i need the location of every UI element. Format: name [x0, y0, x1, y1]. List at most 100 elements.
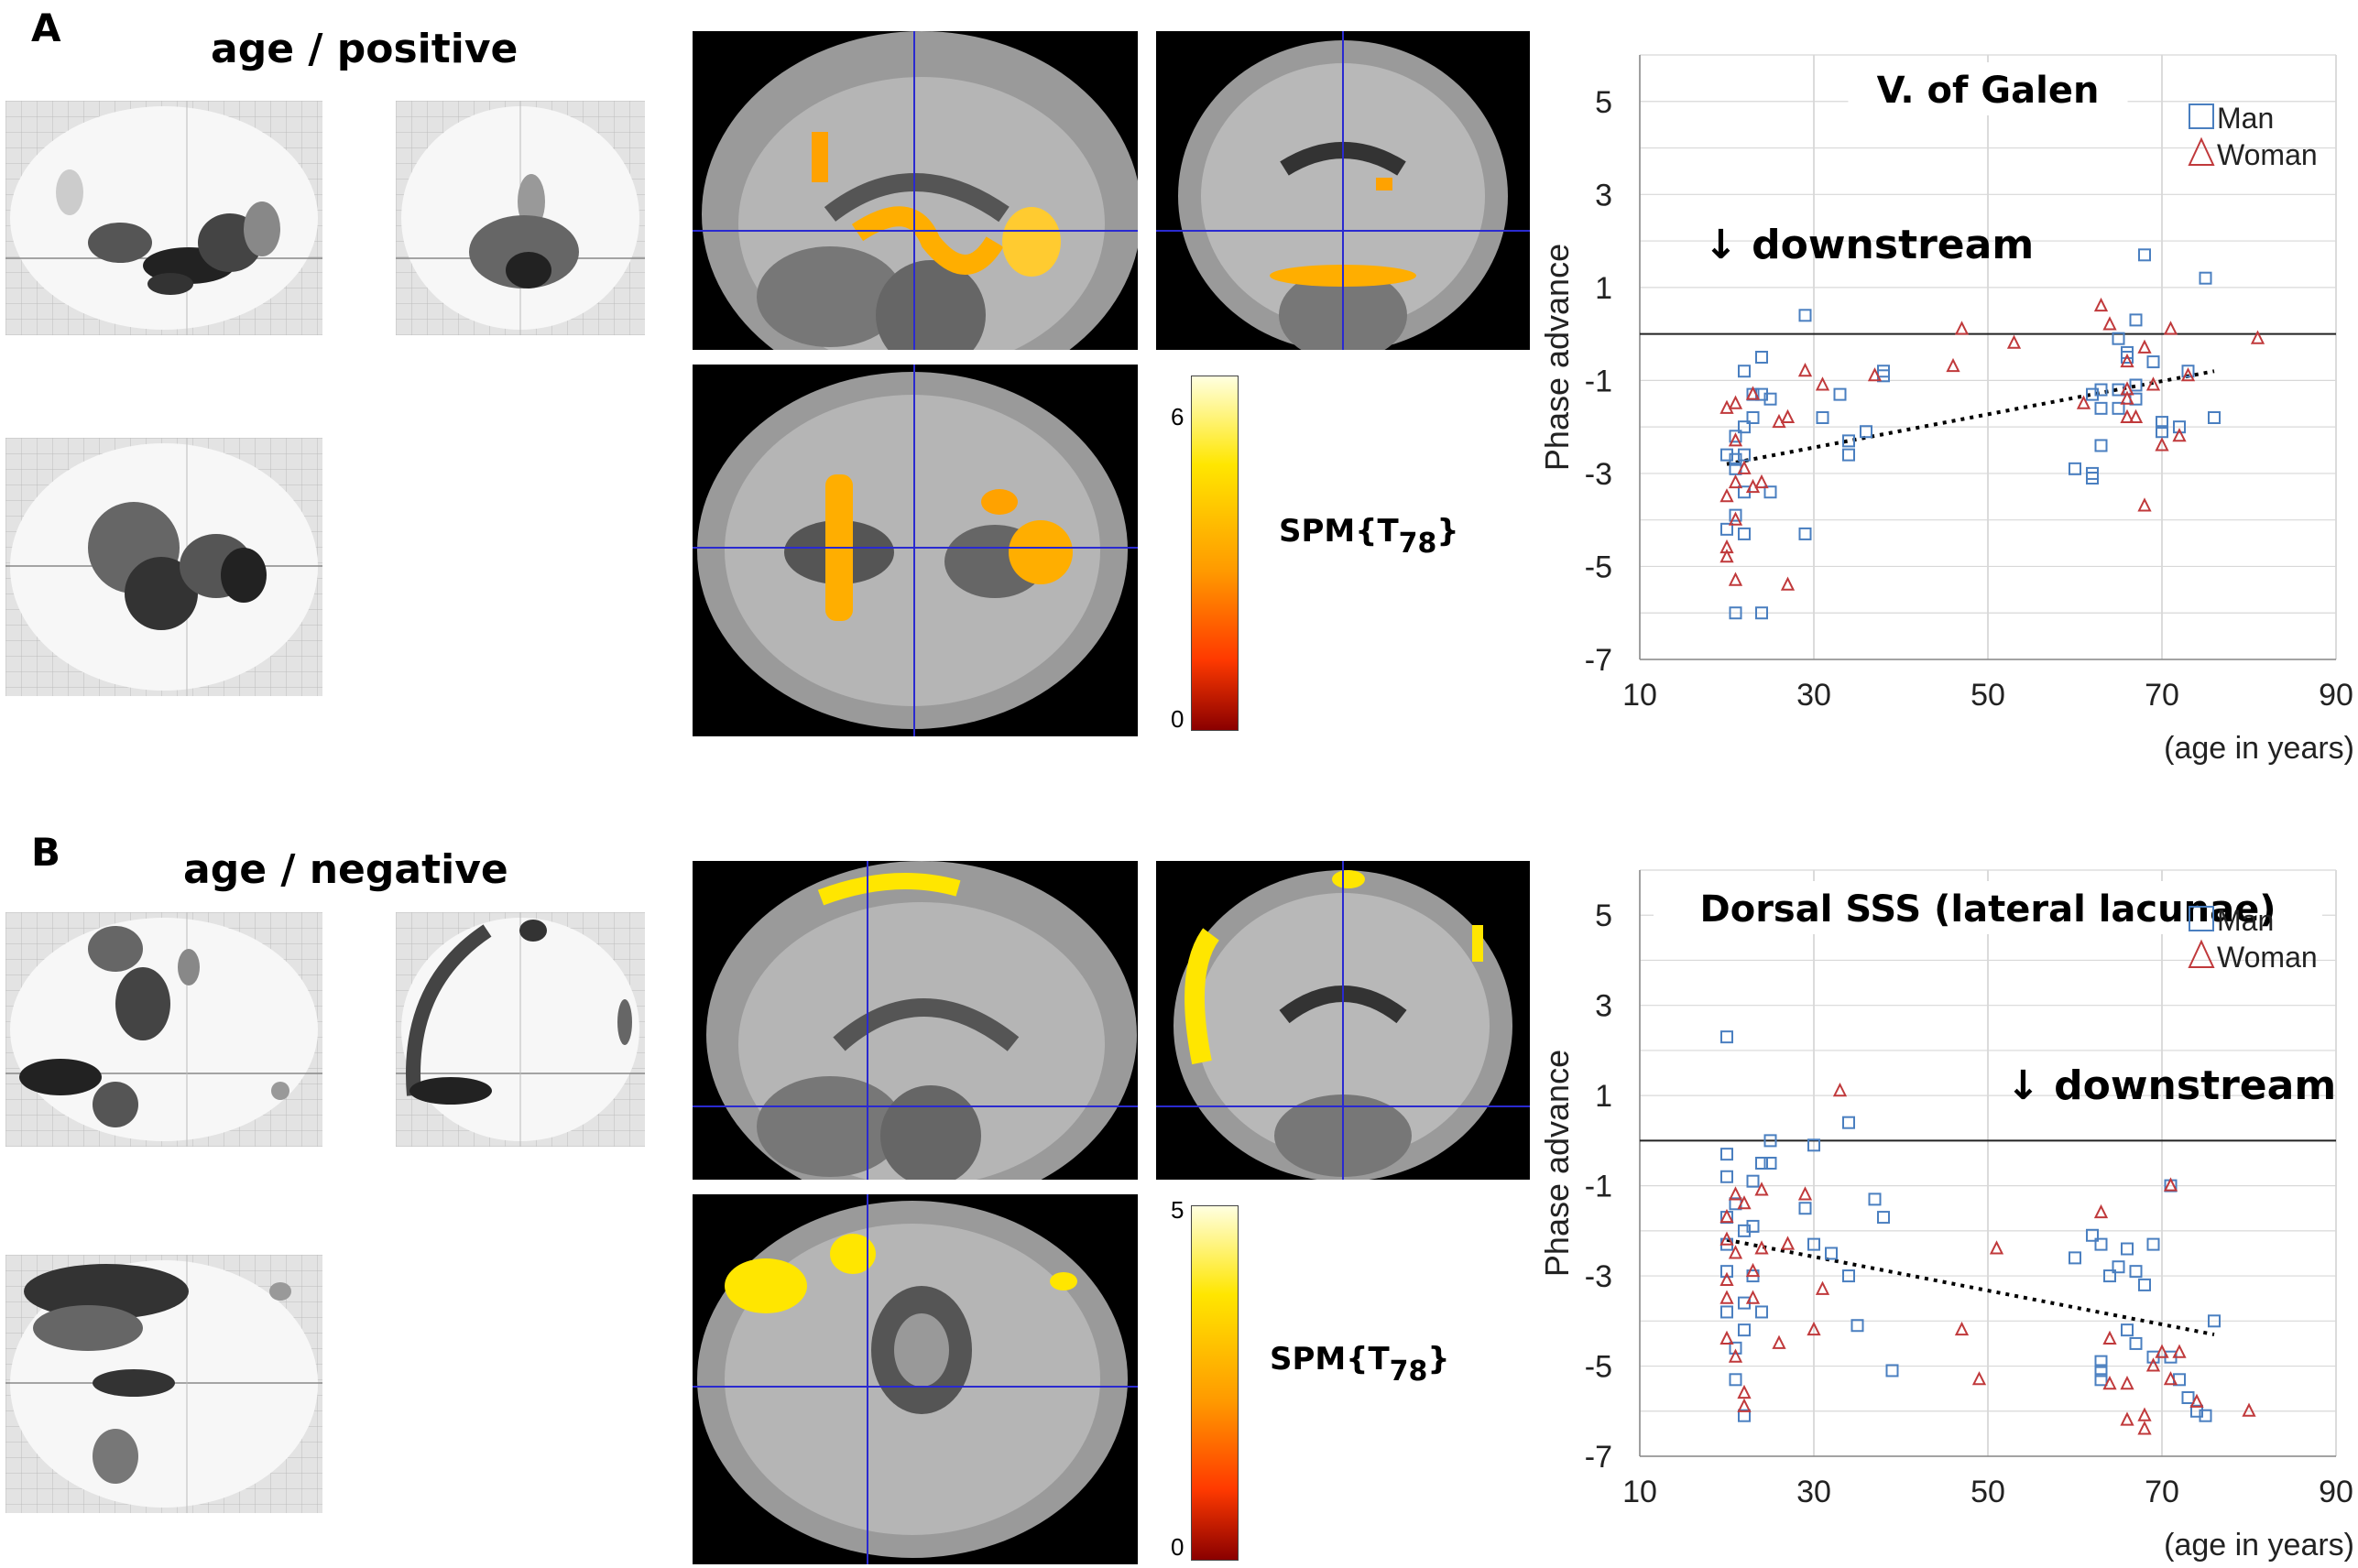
y-tick-label: -7: [1585, 1440, 1612, 1475]
data-point-man: [2156, 416, 2168, 430]
mri-axial-b: [693, 1194, 1138, 1564]
legend-label: Man: [2217, 102, 2274, 135]
x-tick-label: 90: [2319, 1475, 2353, 1509]
y-tick-label: -5: [1585, 550, 1612, 584]
data-point-woman: [1754, 1240, 1769, 1255]
data-point-man: [2181, 365, 2195, 378]
data-point-woman: [1954, 321, 1970, 335]
y-axis-label: Phase advance: [1538, 244, 1576, 471]
data-point-man: [2129, 378, 2143, 392]
data-point-man: [2112, 332, 2125, 345]
data-point-woman: [1754, 474, 1769, 489]
data-point-woman: [1719, 488, 1734, 503]
data-point-man: [1842, 1116, 1855, 1129]
data-point-woman: [1797, 362, 1813, 377]
data-point-man: [2086, 466, 2099, 480]
data-point-woman: [2120, 408, 2134, 423]
data-point-woman: [1754, 1181, 1769, 1196]
data-point-man: [2112, 1260, 2125, 1274]
data-point-man: [1746, 1174, 1760, 1188]
colorbar-min-label-b: 0: [1171, 1533, 1184, 1561]
y-tick-label: -7: [1585, 643, 1612, 678]
data-point-man: [1720, 1030, 1733, 1044]
data-point-woman: [2120, 353, 2134, 368]
data-point-woman: [2102, 1375, 2117, 1390]
data-point-man: [1720, 1148, 1733, 1161]
legend-label: Man: [2217, 904, 2274, 937]
data-point-man: [2129, 313, 2143, 327]
glass-brain-axial-b: [5, 1255, 322, 1513]
x-tick-label: 10: [1622, 678, 1657, 713]
data-point-man: [2094, 439, 2108, 452]
data-point-man: [1755, 606, 1768, 620]
data-point-woman: [2163, 321, 2178, 335]
chart-title: Dorsal SSS (lateral lacunae): [1700, 888, 2276, 931]
data-point-man: [2208, 1314, 2221, 1328]
data-point-man: [2094, 401, 2108, 415]
spm-label-b: SPM{T78}: [1270, 1341, 1450, 1388]
data-point-man: [2069, 1251, 2081, 1265]
data-point-man: [1868, 1192, 1882, 1206]
data-point-woman: [2137, 339, 2152, 354]
data-point-man: [1807, 1237, 1820, 1251]
data-point-man: [2094, 1355, 2108, 1368]
data-point-man: [1816, 411, 1829, 424]
data-point-man: [1729, 606, 1742, 620]
data-point-man: [2112, 401, 2125, 415]
x-tick-label: 70: [2145, 1475, 2179, 1509]
x-tick-label: 90: [2319, 678, 2353, 713]
data-point-woman: [2172, 1344, 2187, 1358]
legend-label: Woman: [2217, 941, 2318, 974]
data-point-woman: [2128, 408, 2144, 423]
data-point-man: [1842, 448, 1855, 462]
y-tick-label: -5: [1585, 1350, 1612, 1385]
data-point-man: [1729, 1341, 1742, 1355]
data-point-woman: [1719, 1330, 1734, 1345]
data-point-man: [1755, 1305, 1768, 1319]
mri-coronal-b: [1156, 861, 1530, 1180]
data-point-woman: [1807, 1321, 1821, 1336]
data-point-man: [1738, 420, 1751, 434]
data-point-woman: [1815, 1280, 1830, 1295]
y-tick-label: -3: [1585, 1259, 1612, 1294]
data-point-man: [1729, 1373, 1742, 1387]
x-axis-label: (age in years): [2164, 731, 2354, 766]
y-tick-label: 5: [1595, 85, 1612, 120]
data-point-woman: [2137, 1421, 2152, 1435]
data-point-woman: [1728, 1245, 1743, 1259]
colorbar-min-label-a: 0: [1171, 705, 1184, 733]
data-point-man: [1833, 387, 1847, 401]
spm-label-a: SPM{T78}: [1279, 513, 1459, 560]
mri-sagittal-a: [693, 31, 1138, 350]
data-point-woman: [2155, 1344, 2169, 1358]
y-tick-label: -1: [1585, 1170, 1612, 1204]
data-point-woman: [2006, 334, 2022, 349]
panel-title-a: age / positive: [211, 26, 519, 72]
y-tick-label: -3: [1585, 457, 1612, 492]
data-point-woman: [2120, 1411, 2134, 1426]
y-tick-label: 5: [1595, 898, 1612, 933]
data-point-man: [1720, 1170, 1733, 1183]
data-point-woman: [2102, 316, 2117, 331]
data-point-woman: [1971, 1371, 1987, 1386]
x-tick-label: 30: [1796, 678, 1831, 713]
data-point-woman: [2076, 395, 2091, 409]
data-point-man: [2121, 345, 2134, 359]
data-point-woman: [1780, 576, 1796, 591]
data-point-woman: [1719, 549, 1734, 563]
trend-line: [1726, 1237, 2215, 1337]
data-point-man: [2199, 271, 2212, 285]
data-point-man: [2069, 462, 2081, 475]
data-point-woman: [1728, 572, 1743, 586]
data-point-man: [2199, 1409, 2212, 1422]
legend-marker-man: [2189, 103, 2214, 129]
data-point-man: [1763, 485, 1777, 499]
data-point-man: [1798, 309, 1812, 322]
data-point-woman: [2120, 390, 2134, 405]
panel-letter-b: B: [31, 830, 61, 875]
y-tick-label: 1: [1595, 1079, 1612, 1114]
downstream-annotation: ↓ downstream: [1704, 222, 2034, 268]
trend-line: [1726, 369, 2215, 466]
data-point-man: [1738, 365, 1751, 378]
data-point-man: [2094, 1373, 2108, 1387]
